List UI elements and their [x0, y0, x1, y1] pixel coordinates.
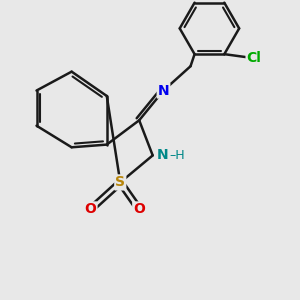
Text: Cl: Cl [247, 51, 262, 65]
Text: O: O [133, 202, 145, 216]
Text: O: O [85, 202, 97, 216]
Text: –H: –H [170, 149, 185, 162]
Text: N: N [156, 148, 168, 162]
Text: S: S [115, 176, 125, 189]
Text: N: N [158, 84, 169, 98]
